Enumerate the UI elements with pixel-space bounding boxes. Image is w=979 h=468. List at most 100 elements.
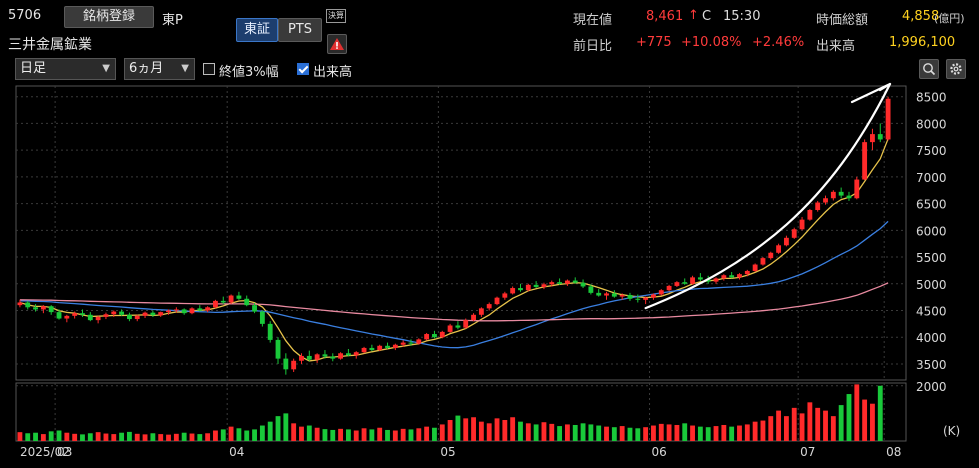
volume-bar (752, 421, 758, 441)
tab-pts[interactable]: PTS (278, 18, 322, 42)
candle-body (541, 284, 547, 287)
candle-body (353, 352, 359, 356)
volume-bar (502, 420, 508, 441)
period-select[interactable]: 日足 ▼ (15, 58, 116, 80)
period-value: 日足 (20, 61, 47, 76)
price-tick-label: 7500 (916, 144, 947, 158)
volume-bar (345, 429, 351, 441)
volume-bar (658, 423, 664, 441)
volume-bar (408, 429, 414, 441)
candle-body (275, 339, 281, 359)
candle-body (744, 270, 750, 275)
candle-body (525, 284, 531, 291)
candle-body (306, 355, 312, 360)
candle-body (119, 311, 125, 315)
volume-bar (213, 430, 218, 441)
volume-bar (823, 410, 828, 441)
volume-bar (369, 429, 375, 441)
ma-short-line (19, 138, 889, 362)
candle-body (713, 278, 719, 282)
candle-body (166, 310, 171, 313)
candle-body (111, 311, 117, 315)
candle-body (236, 295, 242, 299)
tab-tse[interactable]: 東証 (236, 18, 278, 42)
volume-bar (33, 432, 38, 441)
candle-body (40, 306, 46, 310)
candle-body (314, 354, 320, 360)
ma-long-line (19, 282, 889, 322)
price-tick-label: 8500 (916, 91, 947, 105)
candle-body (611, 293, 617, 297)
candle-body (564, 280, 570, 284)
candle-body (830, 191, 836, 199)
volume-bar (432, 427, 437, 441)
volume-bar (197, 434, 203, 441)
volume-bar (275, 416, 281, 441)
volume-bar (158, 434, 164, 441)
close3-checkbox[interactable] (203, 63, 215, 75)
candle-body (197, 308, 203, 311)
price-panel-frame (15, 85, 907, 381)
register-button[interactable]: 銘柄登録 (64, 6, 154, 28)
candle-body (854, 179, 860, 199)
x-tick-label: 03 (57, 445, 72, 459)
candle-body (643, 297, 649, 300)
volume-bar (799, 413, 805, 441)
volume-bar (111, 434, 117, 441)
candle-body (330, 356, 336, 359)
candle-body (682, 282, 688, 284)
volume-bar (353, 430, 359, 441)
candle-body (604, 293, 609, 296)
price-tick-label: 4500 (916, 305, 947, 319)
price-tick-label: 5000 (916, 278, 947, 292)
volume-bar (776, 410, 782, 441)
candle-body (651, 294, 656, 298)
alert-icon[interactable] (327, 34, 347, 54)
candle-body (369, 347, 375, 351)
candle-body (658, 290, 664, 295)
volume-bar (830, 416, 836, 441)
candle-body (126, 314, 132, 320)
volume-bar (80, 434, 85, 441)
volume-bar (455, 415, 461, 441)
mcap-unit: (億円) (934, 12, 965, 25)
candle-body (463, 320, 469, 328)
candle-body (361, 347, 367, 353)
candle-body (338, 353, 344, 359)
volume-checkbox[interactable] (297, 63, 309, 75)
candle-body (259, 311, 265, 324)
candle-body (432, 334, 437, 338)
candle-body (455, 325, 461, 328)
candle-body (181, 309, 187, 314)
range-select[interactable]: 6ヵ月 ▼ (124, 58, 195, 80)
volume-bar (330, 429, 336, 441)
kessan-badge[interactable]: 決算 (326, 9, 346, 23)
candle-body (697, 277, 703, 280)
volume-bar (705, 427, 711, 441)
company-name: 三井金属鉱業 (8, 37, 92, 53)
candle-body (56, 312, 62, 319)
volume-bar (463, 418, 469, 441)
volume-bar (205, 433, 211, 441)
candle-body (619, 295, 625, 297)
candle-body (205, 307, 211, 311)
volume-bar (690, 425, 695, 441)
volume-bar (854, 384, 860, 441)
zoom-icon[interactable] (919, 59, 939, 79)
settings-gear-icon[interactable] (946, 59, 966, 79)
mcap-value: 4,858 (902, 9, 940, 24)
volume-bar (392, 430, 398, 441)
candle-body (776, 245, 782, 253)
change-label: 前日比 (573, 39, 613, 54)
volume-bar (400, 428, 406, 441)
volume-bar (173, 433, 179, 441)
close3-label: 終値3%幅 (219, 65, 279, 80)
volume-bar (166, 434, 171, 441)
candle-body (385, 345, 390, 348)
candle-body (87, 314, 93, 321)
volume-bar (760, 420, 766, 441)
candle-body (213, 300, 218, 308)
volume-bar (150, 433, 156, 441)
candle-body (494, 297, 500, 305)
